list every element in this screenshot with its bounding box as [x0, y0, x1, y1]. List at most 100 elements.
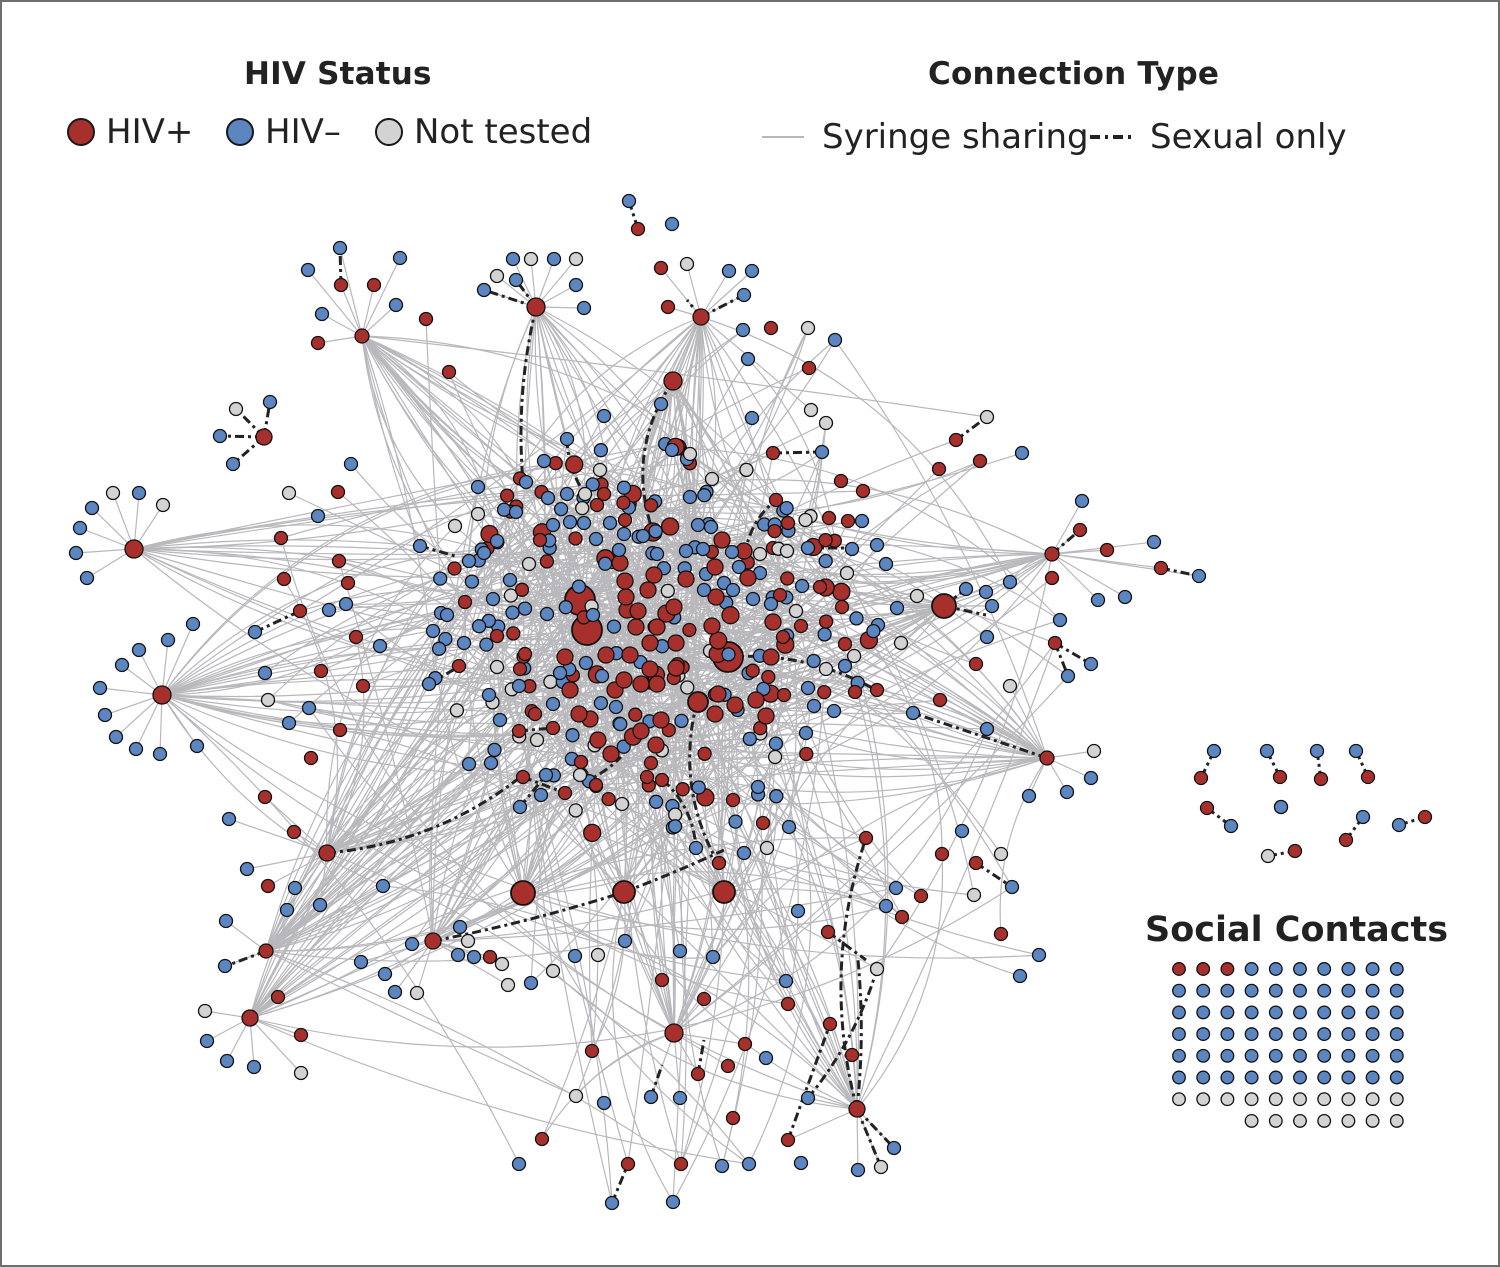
node-hiv-positive	[568, 531, 583, 546]
node-hiv-negative	[731, 559, 747, 575]
syringe-edge	[361, 284, 375, 337]
node-hiv-negative	[756, 681, 771, 697]
social-contact-hiv-negative	[1196, 1048, 1211, 1063]
node-hiv-negative	[827, 332, 843, 348]
node-hiv-negative	[869, 537, 885, 553]
node-hiv-negative	[518, 474, 534, 490]
node-hiv-negative	[314, 306, 330, 322]
syringe-edge	[432, 887, 897, 942]
syringe-edge	[326, 852, 750, 1165]
node-hiv-positive	[780, 571, 795, 586]
node-hiv-positive	[675, 782, 690, 797]
syringe-edge	[717, 553, 1053, 655]
node-hiv-negative	[425, 623, 441, 639]
node-not-tested	[545, 963, 561, 979]
node-hiv-negative	[750, 779, 766, 795]
social-contact-not-tested	[1293, 1092, 1307, 1107]
social-contact-hiv-positive	[1172, 962, 1186, 976]
node-hiv-negative	[68, 545, 84, 561]
sexual-edge	[772, 450, 823, 455]
node-hiv-positive	[514, 582, 530, 597]
node-hiv-positive	[1199, 800, 1215, 816]
node-hiv-positive	[772, 587, 788, 603]
syringe-edge	[673, 677, 858, 1110]
node-hiv-negative	[616, 480, 632, 495]
node-hiv-positive	[1193, 770, 1209, 786]
social-contact-hiv-negative	[1293, 1070, 1307, 1085]
node-hiv-negative	[567, 948, 583, 964]
social-contact-hiv-negative	[1389, 983, 1404, 998]
node-hiv-negative	[114, 657, 130, 673]
node-hiv-positive	[1272, 769, 1288, 785]
node-hiv-positive	[340, 575, 356, 591]
node-hiv-positive	[768, 492, 784, 508]
node-hiv-positive	[621, 646, 639, 664]
social-contact-not-tested	[1389, 1113, 1404, 1128]
node-hiv-negative	[585, 607, 601, 623]
syringe-edge	[249, 638, 446, 1019]
node-hiv-positive	[776, 687, 792, 703]
node-hiv-negative	[492, 712, 508, 728]
node-hiv-negative	[672, 943, 688, 959]
node-hiv-positive	[817, 684, 832, 700]
node-not-tested	[494, 956, 510, 972]
social-contact-hiv-negative	[1341, 1048, 1356, 1063]
node-hiv-positive	[1417, 809, 1433, 825]
node-hiv-positive	[292, 603, 308, 619]
node-hiv-positive	[332, 722, 348, 738]
node-hiv-negative	[511, 1156, 527, 1172]
node-hiv-negative	[128, 741, 144, 757]
node-hiv-positive	[331, 553, 347, 569]
node-hiv-negative	[889, 600, 905, 616]
node-hiv-negative	[695, 541, 711, 557]
syringe-edge	[440, 612, 551, 683]
node-hiv-positive	[620, 1156, 636, 1172]
node-not-tested	[592, 462, 608, 478]
syringe-edge	[280, 537, 675, 1034]
node-hiv-positive	[545, 720, 561, 736]
social-contact-hiv-negative	[1268, 1005, 1283, 1020]
syringe-edge	[660, 675, 679, 1034]
node-not-tested	[798, 512, 813, 528]
syringe-edge	[624, 626, 677, 942]
node-hiv-negative	[1083, 770, 1099, 786]
node-hiv-positive	[712, 880, 736, 904]
sexual-edge	[326, 773, 524, 855]
node-hiv-negative	[433, 571, 448, 586]
social-contact-hiv-negative	[1317, 1070, 1332, 1085]
sexual-edge	[661, 778, 698, 849]
node-hiv-negative	[744, 410, 760, 426]
node-hiv-negative	[814, 444, 830, 460]
social-contact-hiv-negative	[1365, 983, 1380, 998]
node-hiv-positive	[597, 646, 615, 664]
node-hiv-negative	[247, 624, 263, 640]
node-hiv-positive	[801, 360, 817, 376]
node-not-tested	[489, 268, 505, 284]
node-hiv-negative	[608, 699, 624, 715]
node-hiv-negative	[740, 351, 756, 367]
node-hiv-negative	[769, 789, 784, 804]
node-not-tested	[818, 415, 834, 431]
node-hiv-positive	[913, 888, 929, 904]
node-hiv-positive	[869, 682, 885, 698]
node-hiv-positive	[1153, 560, 1169, 576]
node-hiv-positive	[692, 308, 710, 326]
syringe-edge	[824, 605, 945, 635]
syringe-edge	[161, 443, 666, 696]
node-hiv-negative	[721, 647, 736, 662]
social-contact-hiv-negative	[1317, 983, 1332, 998]
node-hiv-negative	[404, 936, 420, 952]
social-contact-not-tested	[1268, 1092, 1283, 1107]
social-contact-hiv-negative	[1341, 1027, 1356, 1042]
node-hiv-positive	[584, 1043, 600, 1059]
legend-sexual-only: Sexual only	[1090, 117, 1347, 157]
legend-hiv-positive: HIV+	[67, 112, 193, 152]
syringe-edge	[668, 553, 1053, 731]
node-hiv-negative	[212, 428, 228, 444]
node-hiv-positive	[848, 1100, 866, 1118]
syringe-edge	[161, 463, 575, 696]
sexual-edge	[623, 848, 725, 894]
node-hiv-positive	[654, 972, 670, 988]
node-hiv-positive	[645, 566, 663, 584]
node-hiv-positive	[697, 746, 712, 761]
